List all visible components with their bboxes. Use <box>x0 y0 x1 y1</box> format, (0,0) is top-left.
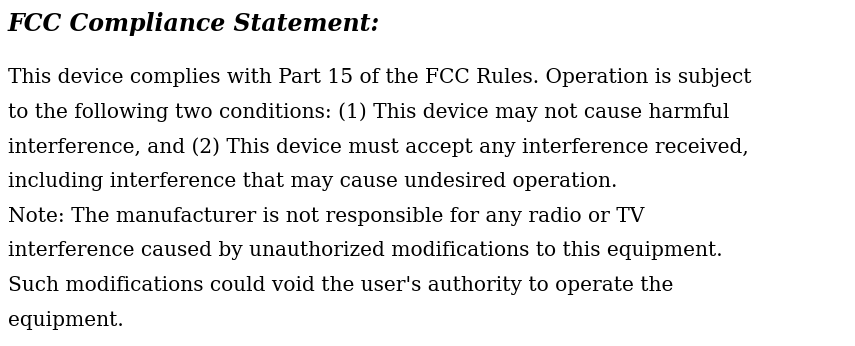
Text: including interference that may cause undesired operation.: including interference that may cause un… <box>8 172 617 191</box>
Text: interference caused by unauthorized modifications to this equipment.: interference caused by unauthorized modi… <box>8 242 722 261</box>
Text: This device complies with Part 15 of the FCC Rules. Operation is subject: This device complies with Part 15 of the… <box>8 68 752 87</box>
Text: equipment.: equipment. <box>8 311 124 330</box>
Text: FCC Compliance Statement:: FCC Compliance Statement: <box>8 12 380 36</box>
Text: interference, and (2) This device must accept any interference received,: interference, and (2) This device must a… <box>8 137 749 157</box>
Text: to the following two conditions: (1) This device may not cause harmful: to the following two conditions: (1) Thi… <box>8 103 729 122</box>
Text: Such modifications could void the user's authority to operate the: Such modifications could void the user's… <box>8 276 674 295</box>
Text: Note: The manufacturer is not responsible for any radio or TV: Note: The manufacturer is not responsibl… <box>8 207 645 226</box>
